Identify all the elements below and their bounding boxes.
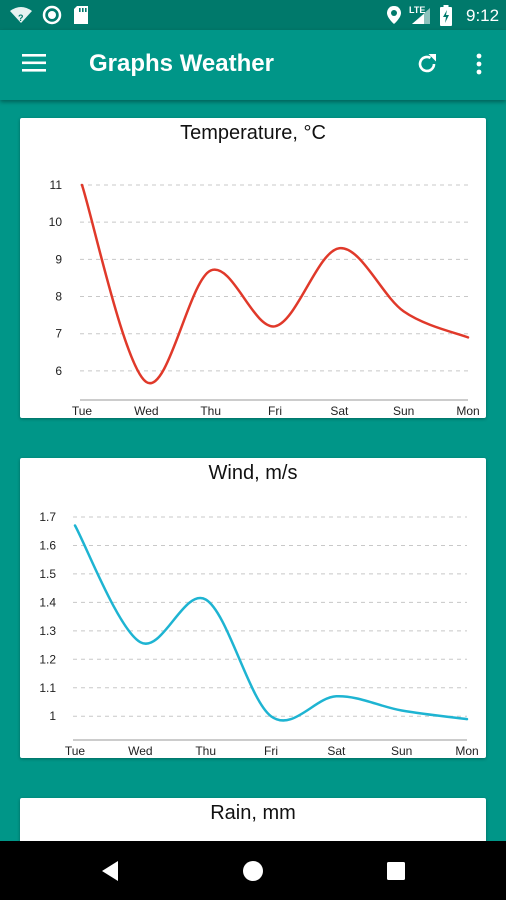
wind-series-line (73, 524, 469, 722)
wifi-icon: ? (10, 7, 32, 23)
signal-icon (412, 8, 430, 24)
temperature-x-tick-label: Sat (330, 404, 349, 418)
wind-chart: 1.7 1.6 1.5 1.4 1.3 1.2 1.1 1 Tue Wed Thu Fri Sat Sun… (39, 510, 478, 758)
wind-x-tick-label: Sun (391, 744, 412, 758)
temperature-y-tick-label: 11 (50, 178, 63, 192)
network-type-label: LTE (409, 5, 426, 15)
location-icon (387, 6, 401, 24)
rain-chart-title: Rain, mm (210, 802, 296, 824)
app-bar: Graphs Weather (0, 30, 506, 100)
record-icon (42, 5, 62, 25)
temperature-chart: 11 10 9 8 7 6 Tue Wed Thu Fri Sat Sun Mon (49, 178, 480, 418)
sd-card-icon (74, 6, 88, 24)
back-icon[interactable] (100, 860, 120, 882)
status-bar: ? LTE 9:12 (0, 0, 506, 30)
temperature-chart-title: Temperature, °C (180, 122, 326, 144)
temperature-y-tick-label: 8 (55, 290, 62, 304)
wind-y-tick-label: 1.4 (39, 595, 56, 609)
navigation-bar (0, 841, 506, 900)
wind-x-tick-label: Wed (128, 744, 152, 758)
wind-y-tick-label: 1.6 (39, 538, 56, 552)
recents-icon[interactable] (386, 861, 406, 881)
battery-charging-icon (440, 5, 452, 26)
wind-y-tick-label: 1 (49, 709, 56, 723)
temperature-y-tick-label: 6 (55, 364, 62, 378)
home-icon[interactable] (242, 860, 264, 882)
temperature-series-line (80, 183, 470, 385)
wind-y-tick-label: 1.1 (39, 681, 56, 695)
wind-x-tick-label: Fri (264, 744, 278, 758)
temperature-x-tick-label: Mon (456, 404, 479, 418)
status-time: 9:12 (466, 6, 500, 25)
wind-x-tick-label: Sat (327, 744, 346, 758)
temperature-y-tick-label: 7 (55, 327, 62, 341)
wind-x-tick-label: Tue (65, 744, 86, 758)
temperature-card: Temperature, °C 11 10 9 8 7 6 Tue Wed Thu Fri Sat S… (20, 118, 486, 418)
wind-y-tick-label: 1.7 (39, 510, 56, 524)
more-vert-icon[interactable] (474, 52, 484, 78)
wind-chart-title: Wind, m/s (208, 462, 298, 484)
wind-x-tick-label: Mon (455, 744, 478, 758)
app-title: Graphs Weather (89, 50, 274, 77)
wifi-badge-text: ? (18, 13, 24, 23)
temperature-x-tick-label: Wed (134, 404, 158, 418)
wind-y-tick-label: 1.5 (39, 567, 56, 581)
temperature-x-tick-label: Sun (393, 404, 414, 418)
wind-y-tick-label: 1.3 (39, 624, 56, 638)
temperature-x-tick-label: Thu (200, 404, 221, 418)
temperature-y-tick-label: 9 (55, 252, 62, 266)
wind-y-tick-label: 1.2 (39, 652, 56, 666)
wind-card: Wind, m/s 1.7 1.6 1.5 1.4 1.3 1.2 1.1 1 Tue Wed Th… (20, 458, 486, 758)
temperature-x-tick-label: Tue (72, 404, 93, 418)
temperature-y-tick-label: 10 (49, 215, 63, 229)
menu-icon[interactable] (22, 53, 47, 73)
wind-x-tick-label: Thu (195, 744, 216, 758)
refresh-icon[interactable] (415, 52, 439, 76)
temperature-x-tick-label: Fri (268, 404, 282, 418)
